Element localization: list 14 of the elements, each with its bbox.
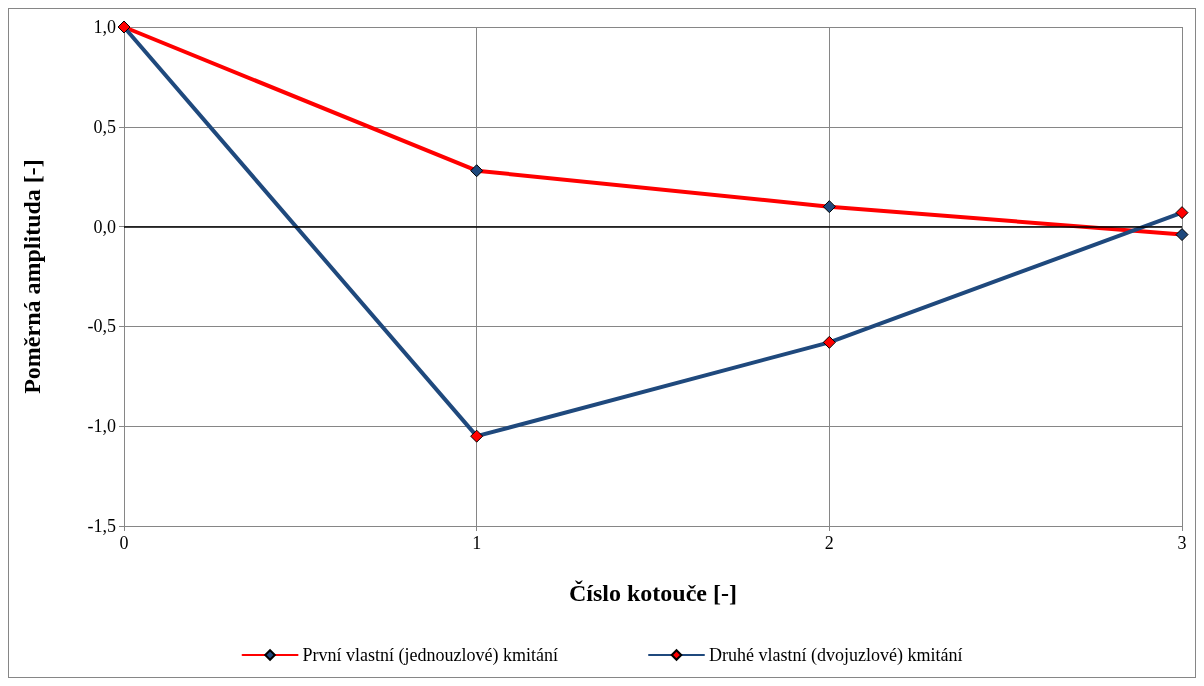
y-tick-label: -0,5 [87, 316, 116, 337]
y-tick-label: 0,5 [93, 116, 116, 137]
x-tick-label: 3 [1177, 533, 1187, 553]
y-axis-title: Poměrná amplituda [-] [19, 159, 45, 394]
x-axis-title: Číslo kotouče [-] [569, 580, 737, 606]
legend-label: Druhé vlastní (dvojuzlové) kmitání [709, 645, 963, 666]
x-tick-label: 0 [119, 533, 129, 553]
x-tick-label: 1 [472, 533, 482, 553]
y-tick-label: -1,0 [87, 416, 116, 437]
x-tick-label: 2 [824, 533, 834, 553]
y-tick-label: 0,0 [93, 216, 116, 237]
y-tick-label: 1,0 [93, 17, 116, 37]
y-tick-label: -1,5 [87, 516, 116, 536]
legend-label: První vlastní (jednouzlové) kmitání [302, 645, 559, 666]
